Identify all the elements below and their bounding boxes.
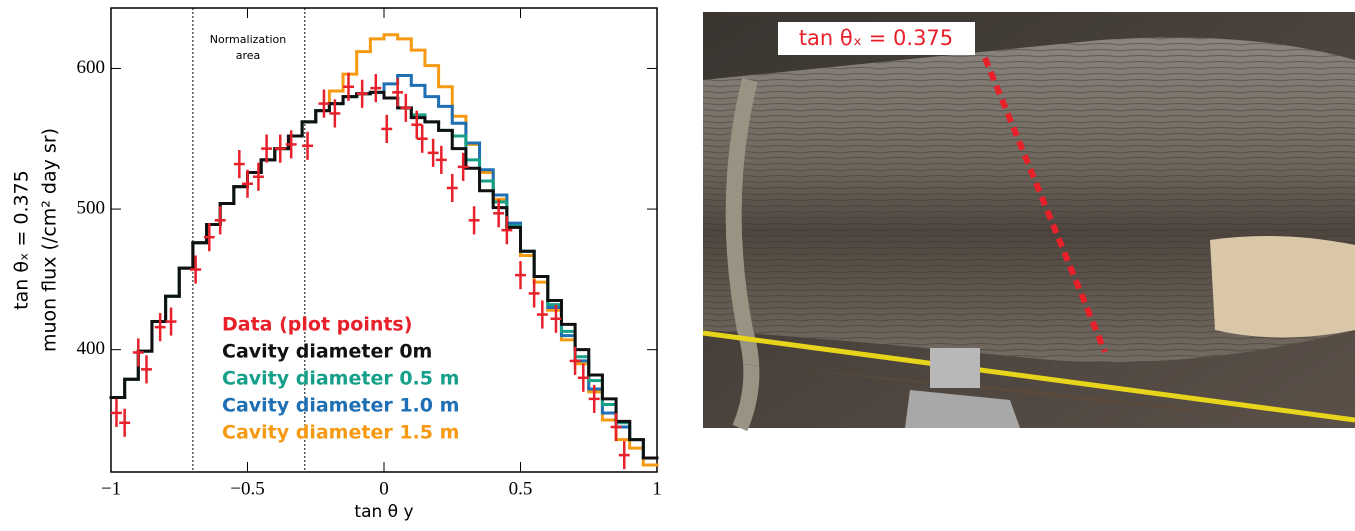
x-tick-label: 1 [652,478,662,499]
y-tick-label: 600 [77,57,106,78]
legend-entry: Data (plot points) [222,314,412,336]
x-tick-label: 0.5 [509,478,533,499]
x-axis-label: tan θ y [354,502,413,522]
x-tick-label: −0.5 [230,478,264,499]
stone [930,348,980,388]
annotation: area [236,49,261,62]
x-tick-label: −1 [101,478,121,499]
photo: tan θₓ = 0.375 [703,12,1355,428]
x-tick-label: 0 [379,478,389,499]
legend-entry: Cavity diameter 0.5 m [222,368,459,390]
legend-entry: Cavity diameter 1.5 m [222,422,459,444]
figure: tan θₓ = 0.375 Normalization area tan θ … [0,0,1355,527]
y-tick-label: 400 [77,338,106,359]
y-axis-label: muon flux (/cm² day sr) [39,128,61,352]
legend-entry: Cavity diameter 0m [222,341,432,363]
legend-entry: Cavity diameter 1.0 m [222,395,459,417]
annotation: Normalization [210,33,286,46]
photo-label: tan θₓ = 0.375 [799,26,953,50]
page: tan θₓ = 0.375 Normalization area tan θ … [0,0,1355,527]
y-tick-label: 500 [77,197,106,218]
exposed-wood [1210,236,1355,338]
y-axis-label: tan θₓ = 0.375 [11,170,33,310]
